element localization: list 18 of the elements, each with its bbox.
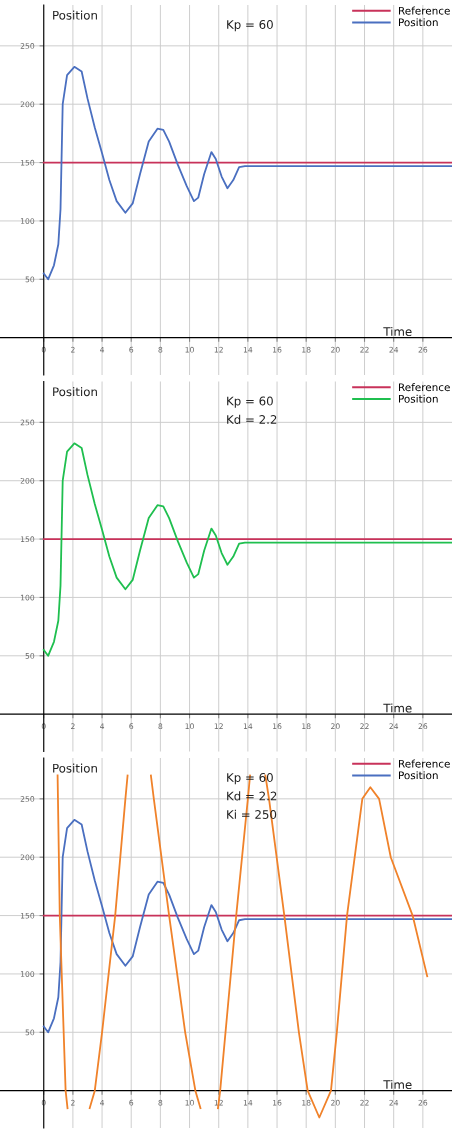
line-series [42,442,452,657]
x-axis-title: Time [383,1079,412,1090]
legend-label: Position [399,394,438,403]
line-series [42,818,452,1034]
legend-label: Reference [399,6,450,15]
line-series [42,65,452,281]
x-axis-title: Time [383,326,412,337]
x-axis-title: Time [383,703,412,713]
legend-label: Reference [399,759,450,768]
y-axis-title: Position [53,10,97,20]
legend-label: Position [399,771,438,780]
legend-label: Reference [399,383,450,392]
annotation: Kd = 2.2 [227,414,277,424]
y-axis-title: Position [53,387,97,397]
annotation: Kp = 60 [227,20,273,32]
legend-label: Position [399,18,438,27]
annotation: Kp = 60 [227,396,273,408]
y-axis-title: Position [53,763,97,773]
